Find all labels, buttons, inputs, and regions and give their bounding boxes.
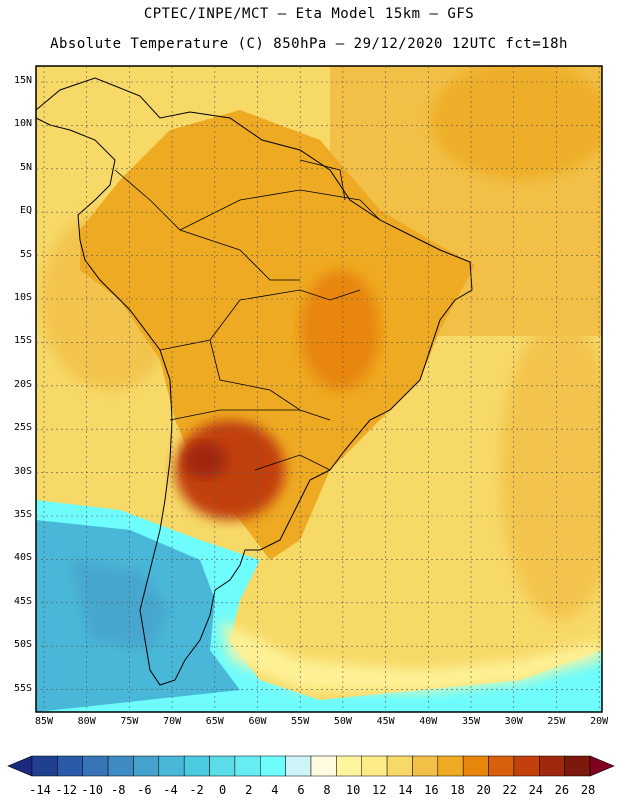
lat-label: 55S	[13, 682, 32, 694]
lat-label: 40S	[13, 552, 32, 564]
lat-label: 10S	[13, 292, 32, 303]
colorbar-swatch	[513, 755, 540, 777]
lon-label: 60W	[248, 716, 267, 727]
colorbar-swatch	[158, 755, 185, 777]
colorbar-swatch	[437, 755, 464, 777]
colorbar-label: 24	[528, 783, 544, 797]
colorbar-label: 10	[345, 783, 361, 797]
lon-label: 30W	[504, 716, 523, 727]
lon-label: 40W	[419, 716, 438, 727]
lon-label: 70W	[163, 716, 182, 727]
colorbar-label: 14	[398, 783, 413, 797]
colorbar-label: 6	[297, 783, 305, 797]
colorbar-label: -6	[137, 783, 152, 797]
colorbar-swatch	[488, 755, 515, 777]
lon-label: 45W	[376, 716, 395, 727]
lon-label: 85W	[34, 716, 54, 727]
colorbar-label: -12	[55, 783, 77, 797]
lat-label: 25S	[13, 422, 32, 434]
colorbar-swatch	[462, 755, 489, 777]
colorbar-swatch	[209, 755, 236, 777]
colorbar-label: -8	[111, 783, 126, 797]
coastline	[35, 77, 473, 686]
colorbar-label: 18	[450, 783, 465, 797]
colorbar	[7, 755, 615, 777]
colorbar-label: 4	[271, 783, 279, 797]
colorbar-swatch	[183, 755, 210, 777]
colorbar-swatch	[31, 755, 58, 777]
lon-label: 50W	[333, 716, 352, 727]
colorbar-label: -4	[163, 783, 178, 797]
lat-label: 5N	[19, 161, 32, 173]
colorbar-swatch	[260, 755, 286, 777]
title-line-2: Absolute Temperature (C) 850hPa – 29/12/…	[50, 36, 568, 52]
colorbar-swatch	[82, 755, 109, 777]
colorbar-swatch	[539, 755, 565, 777]
colorbar-swatch	[133, 755, 160, 777]
colorbar-label: 20	[476, 783, 491, 797]
colorbar-label: 12	[372, 783, 387, 797]
colorbar-label: -10	[81, 783, 104, 797]
colorbar-swatch	[310, 755, 337, 777]
colorbar-label: 28	[580, 783, 596, 797]
lat-label: EQ	[19, 205, 32, 217]
colorbar-label: 26	[554, 783, 570, 797]
lat-label: 5S	[19, 248, 32, 260]
lon-label: 35W	[461, 716, 481, 727]
colorbar-swatch	[564, 755, 591, 777]
colorbar-swatch	[107, 755, 134, 777]
lat-label: 20S	[13, 378, 32, 390]
lon-label: 80W	[77, 716, 96, 727]
lat-label: 35S	[13, 509, 32, 520]
colorbar-swatch	[57, 755, 83, 777]
colorbar-swatch	[412, 755, 439, 777]
colorbar-label: -2	[189, 783, 204, 797]
lon-label: 65W	[205, 716, 224, 727]
lat-label: 15N	[13, 75, 32, 86]
colorbar-label: 2	[245, 783, 253, 797]
colorbar-over-triangle	[589, 755, 615, 777]
colorbar-swatch	[234, 755, 261, 777]
lon-label: 75W	[120, 716, 139, 727]
colorbar-label: 16	[424, 783, 439, 797]
lat-label: 45S	[13, 595, 32, 607]
colorbar-under-triangle	[7, 755, 33, 777]
colorbar-swatch	[336, 755, 362, 777]
colorbar-label: 8	[323, 783, 331, 797]
colorbar-swatch	[285, 755, 312, 777]
country-borders	[114, 159, 381, 471]
colorbar-label: 0	[219, 783, 227, 797]
lon-label: 20W	[590, 716, 609, 727]
lon-label: 55W	[291, 716, 310, 727]
lat-label: 15S	[13, 335, 32, 347]
map-frame	[35, 65, 603, 713]
title-line-1: CPTEC/INPE/MCT – Eta Model 15km – GFS	[143, 6, 475, 22]
lat-lon-grid	[36, 66, 602, 712]
lat-label: 10N	[13, 118, 32, 130]
colorbar-label: -14	[29, 783, 51, 797]
lat-label: 30S	[13, 465, 32, 477]
lat-label: 50S	[13, 639, 32, 651]
colorbar-swatch	[361, 755, 388, 777]
temperature-field	[36, 66, 602, 712]
lon-label: 25W	[547, 716, 566, 727]
colorbar-swatch	[386, 755, 413, 777]
colorbar-label: 22	[502, 783, 517, 797]
